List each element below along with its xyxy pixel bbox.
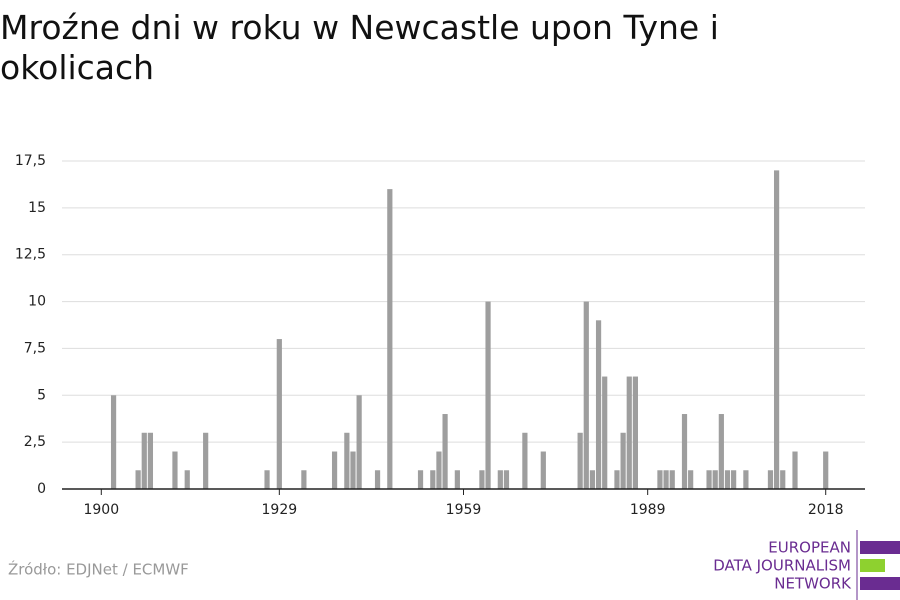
y-tick-label: 2,5 <box>24 434 46 450</box>
y-tick-label: 0 <box>37 481 46 497</box>
bar <box>485 301 491 489</box>
bar <box>331 451 338 489</box>
bar <box>350 451 356 489</box>
bar <box>773 170 780 489</box>
bar <box>147 432 154 489</box>
logo-text: EUROPEAN <box>768 539 851 557</box>
bar <box>657 470 663 489</box>
bar <box>442 414 448 489</box>
bar <box>374 470 381 489</box>
bar <box>301 470 307 489</box>
bar <box>141 432 147 489</box>
bar <box>479 470 485 489</box>
bar <box>669 470 675 489</box>
y-tick-label: 10 <box>28 294 46 310</box>
bar <box>454 470 460 489</box>
bar <box>356 395 362 489</box>
bar <box>663 470 669 489</box>
bar <box>792 451 798 489</box>
bar <box>110 395 117 489</box>
x-tick-label: 2018 <box>808 502 844 518</box>
bar <box>577 432 583 489</box>
bar <box>731 470 737 489</box>
logo-text: DATA JOURNALISM <box>713 557 851 575</box>
logo-text: NETWORK <box>774 575 852 593</box>
bar <box>503 470 510 489</box>
bar <box>706 470 712 489</box>
x-tick-label: 1929 <box>262 502 298 518</box>
bar <box>823 451 829 489</box>
bar <box>743 470 749 489</box>
y-tick-label: 7,5 <box>24 340 46 356</box>
logo-bar <box>860 541 900 554</box>
bar <box>614 470 620 489</box>
bar <box>712 470 718 489</box>
bar <box>387 189 393 489</box>
bar <box>497 470 503 489</box>
bar <box>620 432 626 489</box>
y-tick-label: 15 <box>28 200 46 216</box>
y-tick-label: 5 <box>37 387 46 403</box>
bar <box>436 451 442 489</box>
bar <box>417 470 424 489</box>
bar <box>135 470 141 489</box>
bar <box>681 414 688 489</box>
bar <box>172 451 178 489</box>
bar <box>632 376 638 489</box>
x-tick-label: 1959 <box>446 502 482 518</box>
x-tick-label: 1900 <box>83 502 119 518</box>
logo-bar <box>860 559 885 572</box>
bar <box>276 339 282 489</box>
bar <box>589 470 596 489</box>
logo-bar <box>860 577 900 590</box>
bar <box>688 470 694 489</box>
bar <box>583 301 589 489</box>
bar <box>602 376 608 489</box>
bar <box>626 376 632 489</box>
bar <box>184 470 190 489</box>
source: Źródło: EDJNet / ECMWF <box>8 560 189 579</box>
bar <box>718 414 724 489</box>
bar <box>780 470 786 489</box>
y-tick-label: 17,5 <box>15 153 46 169</box>
bar <box>724 470 731 489</box>
bar <box>522 432 528 489</box>
bar <box>344 432 350 489</box>
bar <box>203 432 209 489</box>
x-tick-label: 1989 <box>630 502 666 518</box>
bar <box>430 470 436 489</box>
bar <box>540 451 546 489</box>
bar <box>595 320 602 489</box>
bar <box>767 470 774 489</box>
y-tick-label: 12,5 <box>15 247 46 263</box>
bar <box>264 470 270 489</box>
chart-title: Mroźne dni w roku w Newcastle upon Tyne … <box>0 8 719 87</box>
